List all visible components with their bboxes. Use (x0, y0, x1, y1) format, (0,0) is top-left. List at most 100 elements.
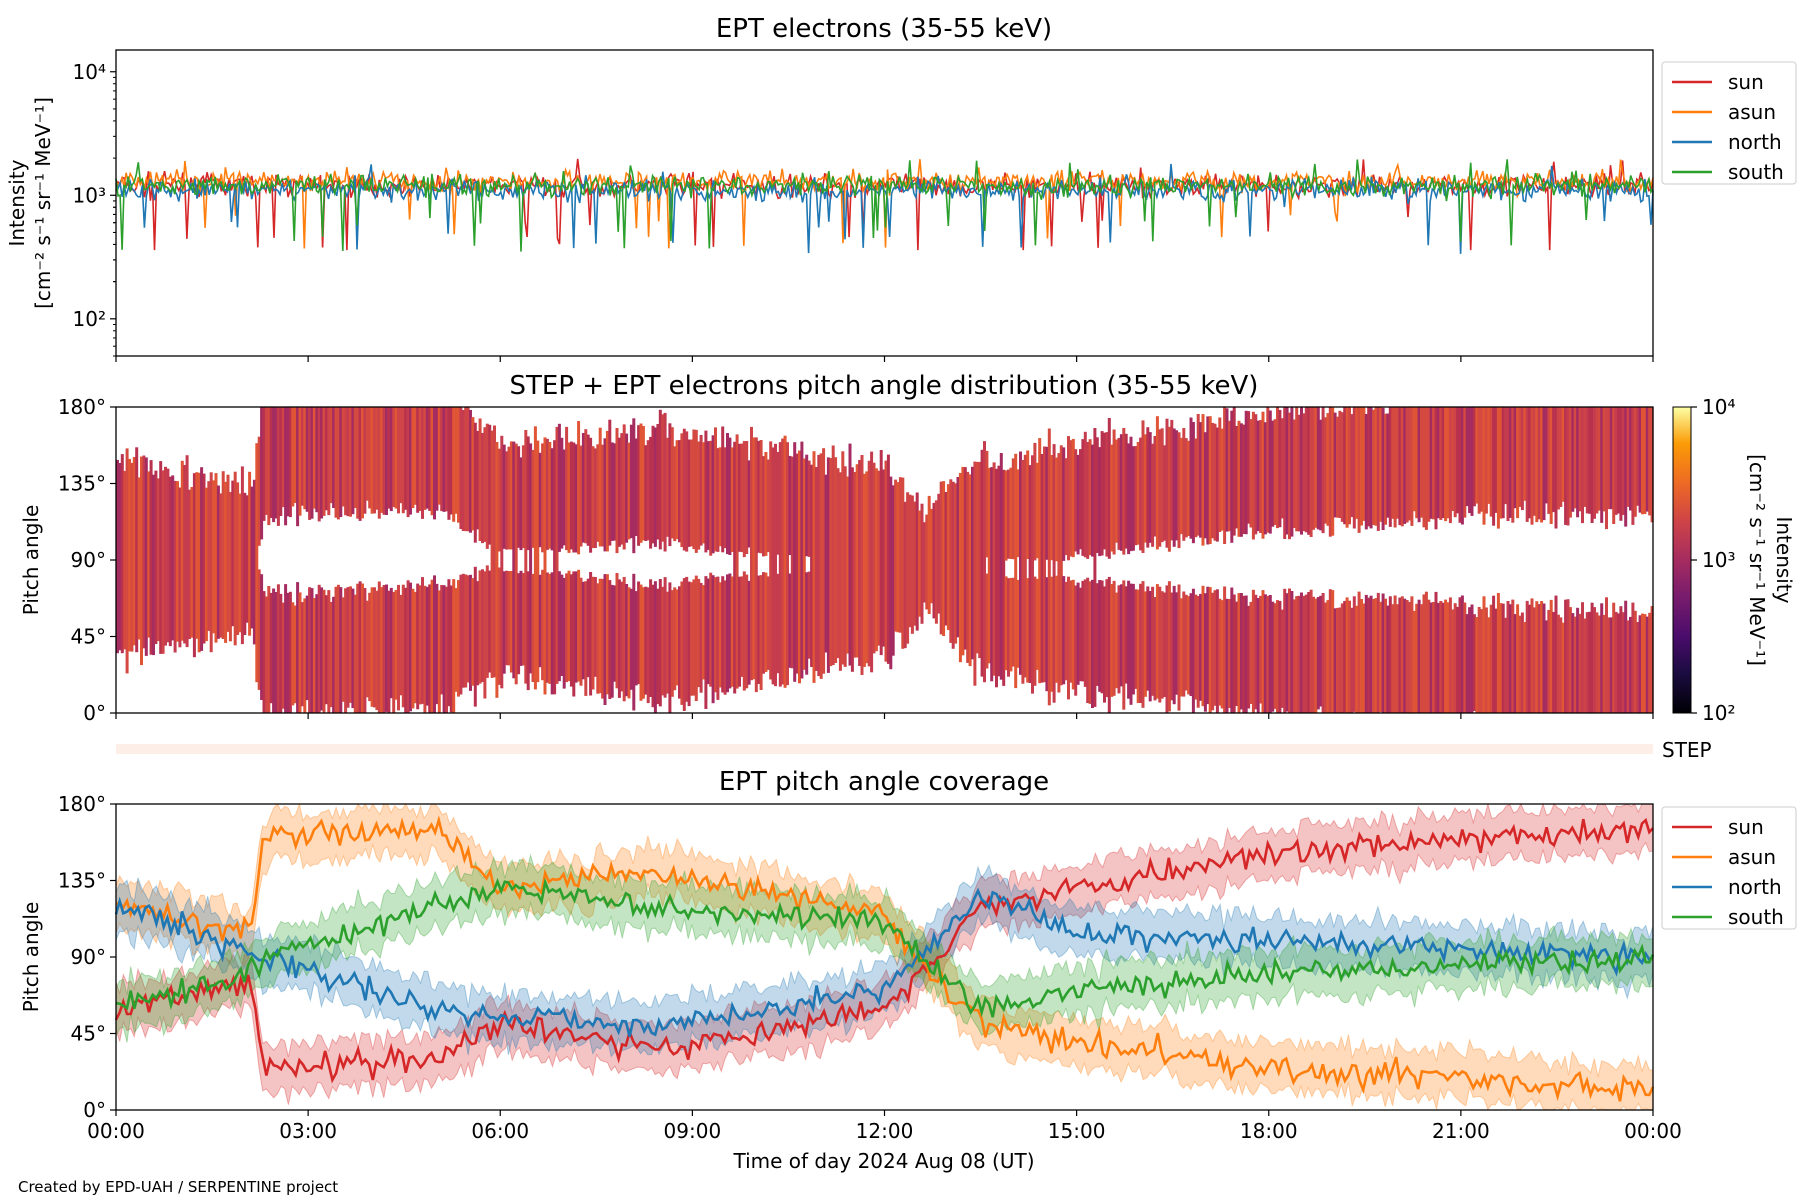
panel2-cell (855, 464, 859, 658)
panel2-cell (1343, 407, 1347, 525)
panel2-cell (1249, 419, 1253, 528)
panel2-cell (978, 461, 982, 659)
panel2-cell (889, 476, 893, 670)
panel2-cell (353, 407, 357, 508)
panel2-cell (317, 407, 321, 522)
panel2-cell (1328, 407, 1332, 537)
panel2-cell (1146, 427, 1150, 548)
panel2-cell (118, 463, 122, 651)
panel2-cell (346, 407, 350, 517)
panel2-cell (435, 583, 439, 705)
panel2-cell (1484, 407, 1488, 514)
panel2-cell (1201, 585, 1205, 707)
panel2-cell (173, 480, 177, 653)
panel2-cell (164, 466, 167, 646)
panel2-cell (627, 587, 631, 699)
panel2-cell (901, 477, 905, 649)
step-strip-label: STEP (1662, 738, 1712, 762)
panel2-cell (1641, 407, 1644, 515)
panel2-cell (653, 581, 657, 713)
panel2-cell (1607, 617, 1611, 713)
panel2-cell (1544, 620, 1548, 713)
panel2-cell (819, 453, 823, 679)
panel2-cell (1609, 617, 1613, 713)
panel2-cell (817, 454, 821, 677)
panel2-cell (533, 426, 537, 690)
panel2-cell (442, 585, 446, 713)
panel2-cell (1117, 585, 1121, 694)
panel2-cell (1191, 422, 1195, 544)
panel2-cell (1619, 407, 1623, 521)
panel2-cell (1420, 407, 1423, 518)
panel2-cell (428, 584, 432, 713)
panel2-cell (272, 407, 276, 523)
panel2-cell (598, 578, 602, 694)
panel2-cell (293, 407, 297, 503)
panel2-cell (1556, 614, 1560, 713)
panel2-cell (425, 407, 429, 509)
panel2-cell (464, 574, 468, 688)
panel2-cell (742, 441, 746, 558)
panel2-cell (1215, 427, 1219, 542)
panel2-cell (1167, 581, 1171, 712)
panel2-cell (252, 479, 256, 645)
panel2-cell (1624, 600, 1628, 713)
panel2-cell (1424, 407, 1428, 530)
panel2-cell (682, 578, 686, 711)
panel2-cell (1388, 407, 1392, 527)
panel2-cell (351, 407, 355, 515)
panel2-cell (471, 417, 475, 531)
panel2-cell (949, 479, 953, 643)
panel2-cell (1276, 600, 1279, 713)
panel2-cell (1129, 583, 1133, 705)
panel2-cell (1206, 586, 1210, 705)
panel2-cell (1400, 596, 1404, 713)
panel2-cell (324, 595, 328, 705)
panel2-cell (1016, 469, 1020, 558)
panel2-cell (1064, 581, 1068, 681)
panel2-cell (1566, 407, 1570, 526)
panel2-cell (1369, 407, 1373, 529)
panel2-cell (1026, 450, 1030, 559)
panel2-cell (1316, 597, 1320, 710)
panel2-cell (1112, 429, 1116, 555)
panel2-cell (406, 580, 410, 713)
panel1-legend-label-asun: asun (1728, 100, 1776, 124)
panel2-cell (1465, 614, 1469, 713)
panel2-cell (1283, 588, 1287, 713)
panel2-cell (1172, 585, 1176, 705)
panel2-cell (409, 407, 412, 515)
panel2-cell (1444, 407, 1448, 522)
panel2-ytick-label: 90° (71, 548, 106, 572)
panel2-cell (910, 495, 914, 634)
panel2-cell (531, 449, 535, 548)
panel2-cell (548, 573, 552, 684)
panel3-xtick-label: 15:00 (1048, 1119, 1106, 1143)
panel2-cell (1581, 602, 1584, 713)
panel2-cell (918, 510, 922, 617)
panel2-cell (1167, 426, 1171, 552)
panel2-cell (1468, 607, 1472, 713)
panel2-cell (675, 589, 679, 686)
panel2-cell (824, 474, 828, 653)
panel2-cell (1566, 599, 1570, 713)
panel2-cell (1451, 609, 1455, 713)
panel2-cell (728, 573, 732, 689)
panel2-cell (896, 482, 900, 633)
panel2-cell (757, 440, 761, 553)
panel3-legend: sun asun north south (1661, 806, 1797, 930)
panel2-cell (1244, 595, 1248, 713)
panel2-cell (1050, 576, 1054, 692)
panel2-cell (1009, 467, 1013, 559)
panel2-cell (1208, 587, 1212, 713)
panel2-cell (1249, 601, 1253, 704)
panel2-cell (733, 441, 737, 694)
panel2-cell (1023, 454, 1027, 678)
panel2-cell (1309, 589, 1313, 713)
panel2-cell (865, 471, 869, 664)
panel2-cell (1203, 593, 1207, 712)
panel2-cell (1119, 434, 1123, 551)
panel2-cell (898, 477, 902, 633)
panel2-cell (1107, 418, 1111, 559)
panel2-cell (1453, 407, 1457, 518)
